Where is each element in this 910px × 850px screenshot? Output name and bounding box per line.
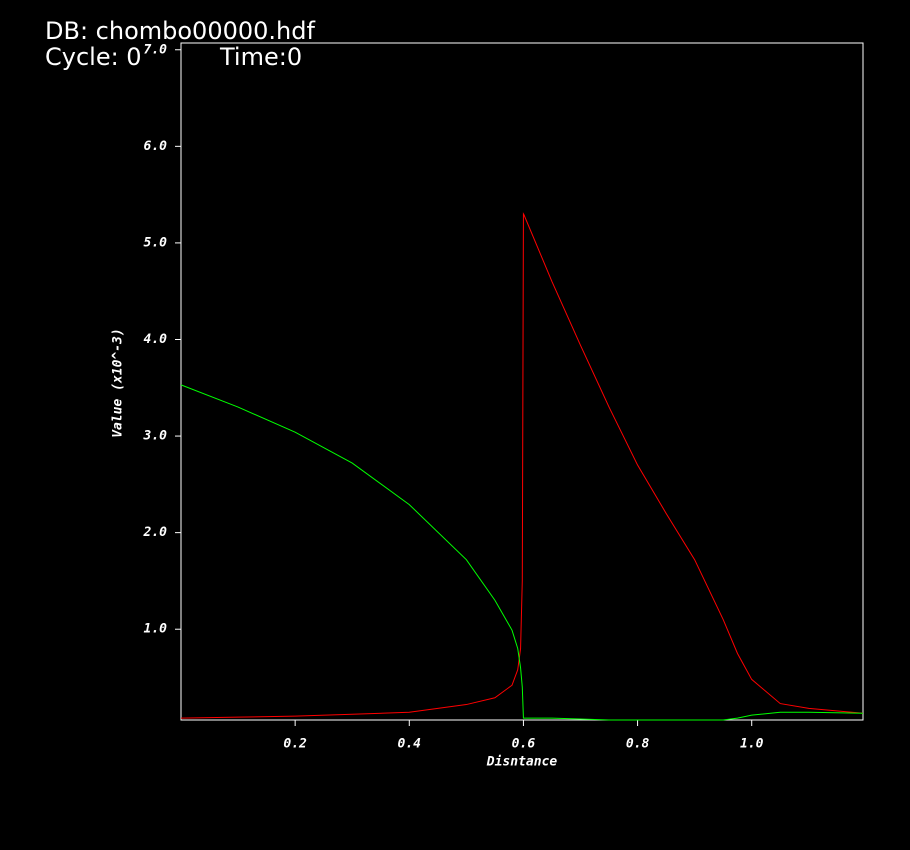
plot-frame [180, 42, 864, 721]
cycle-label: Cycle: 0 [45, 43, 142, 71]
y-tick-label: 3.0 [143, 429, 168, 444]
data-line [180, 212, 864, 719]
data-line [180, 384, 864, 721]
y-tick-label: 7.0 [144, 42, 168, 57]
y-tick-label: 1.0 [144, 622, 168, 637]
x-tick-label: 0.6 [512, 737, 536, 752]
x-tick-label: 0.8 [626, 737, 650, 752]
y-tick-label: 6.0 [144, 139, 168, 154]
x-axis-title: Disntance [486, 755, 558, 770]
y-tick-label: 2.0 [143, 525, 168, 540]
x-tick-label: 0.2 [283, 737, 307, 752]
x-tick-label: 0.4 [398, 737, 422, 752]
y-axis-title: Value (x10^-3) [111, 328, 126, 438]
time-label: Time:0 [219, 43, 302, 71]
x-tick-label: 1.0 [740, 737, 764, 752]
database-label: DB: chombo00000.hdf [45, 17, 315, 45]
y-tick-label: 5.0 [144, 235, 168, 250]
y-tick-label: 4.0 [144, 332, 168, 347]
